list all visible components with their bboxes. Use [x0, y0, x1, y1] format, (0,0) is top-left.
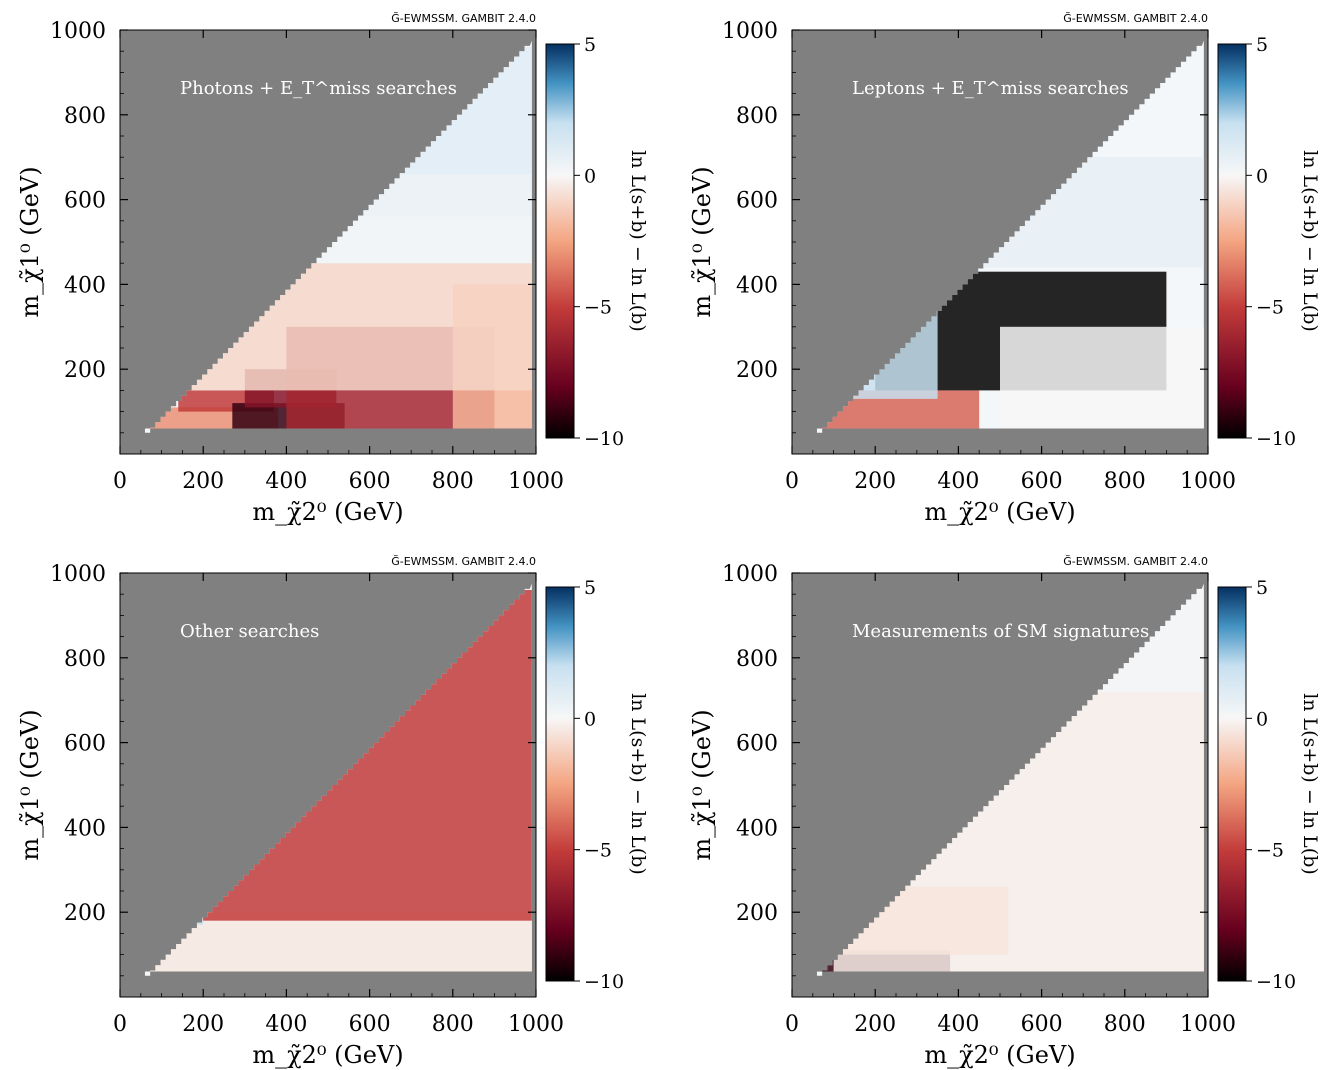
x-tick-label: 800	[432, 1012, 474, 1037]
colorbar	[545, 43, 575, 439]
plot-frame	[119, 572, 537, 998]
y-tick-label: 800	[736, 647, 778, 672]
x-tick-label: 1000	[508, 1012, 564, 1037]
y-tick-label: 600	[64, 732, 106, 757]
x-axis-title: m_χ̃2⁰ (GeV)	[252, 498, 403, 526]
colorbar-tick-label: −10	[1256, 428, 1296, 450]
x-tick-label: 600	[1021, 469, 1063, 494]
x-tick-label: 400	[937, 469, 979, 494]
y-tick-label: 200	[736, 901, 778, 926]
x-axis-title: m_χ̃2⁰ (GeV)	[924, 498, 1075, 526]
gambit-header: G̃-EWMSSM. GAMBIT 2.4.0	[391, 12, 536, 25]
x-tick-label: 200	[854, 1012, 896, 1037]
heatmap-cell-5	[1000, 326, 1204, 429]
panel-label: Photons + E_T^miss searches	[180, 78, 457, 99]
colorbar	[1217, 43, 1247, 439]
plot-frame	[791, 572, 1209, 998]
x-tick-label: 600	[349, 1012, 391, 1037]
colorbar-tick-label: −10	[1256, 971, 1296, 993]
gambit-header: G̃-EWMSSM. GAMBIT 2.4.0	[1063, 555, 1208, 568]
x-tick-label: 200	[854, 469, 896, 494]
x-tick-label: 800	[432, 469, 474, 494]
x-tick-label: 0	[113, 1012, 127, 1037]
colorbar	[1217, 586, 1247, 982]
y-tick-label: 400	[64, 816, 106, 841]
chart-panel-2: 0 200 400 600 800 1000 200 400 600 800 1000 Leptons…	[688, 12, 1321, 526]
x-tick-label: 1000	[1180, 1012, 1236, 1037]
y-tick-label: 600	[736, 189, 778, 214]
y-tick-label: 1000	[50, 562, 106, 587]
y-tick-label: 400	[736, 273, 778, 298]
colorbar-tick-label: 5	[1256, 577, 1268, 599]
y-tick-label: 600	[64, 189, 106, 214]
y-tick-label: 400	[736, 816, 778, 841]
colorbar-tick-label: −10	[584, 428, 624, 450]
y-axis-title: m_χ̃1⁰ (GeV)	[16, 166, 44, 317]
x-tick-label: 800	[1104, 1012, 1146, 1037]
y-tick-label: 800	[736, 104, 778, 129]
y-axis-title: m_χ̃1⁰ (GeV)	[688, 709, 716, 860]
x-tick-label: 0	[785, 469, 799, 494]
y-tick-label: 1000	[50, 19, 106, 44]
x-tick-label: 1000	[508, 469, 564, 494]
colorbar-tick-label: −5	[584, 297, 612, 319]
colorbar-tick-label: −5	[1256, 840, 1284, 862]
panel-label: Measurements of SM signatures	[852, 621, 1149, 642]
x-tick-label: 600	[349, 469, 391, 494]
x-tick-label: 400	[937, 1012, 979, 1037]
x-tick-label: 200	[182, 469, 224, 494]
panel-label: Other searches	[180, 621, 319, 642]
colorbar	[545, 586, 575, 982]
heatmap-cell-1	[144, 912, 532, 972]
gambit-header: G̃-EWMSSM. GAMBIT 2.4.0	[391, 555, 536, 568]
y-tick-label: 200	[64, 358, 106, 383]
x-tick-label: 0	[785, 1012, 799, 1037]
y-tick-label: 400	[64, 273, 106, 298]
colorbar-title: ln L(s+b) − ln L(b)	[627, 693, 649, 875]
colorbar-tick-label: 0	[584, 165, 596, 187]
y-tick-label: 600	[736, 732, 778, 757]
colorbar-title: ln L(s+b) − ln L(b)	[1299, 693, 1321, 875]
y-tick-label: 200	[64, 901, 106, 926]
x-axis-title: m_χ̃2⁰ (GeV)	[924, 1041, 1075, 1069]
plot-frame	[119, 29, 537, 455]
colorbar-title: ln L(s+b) − ln L(b)	[1299, 150, 1321, 332]
colorbar-tick-label: 0	[584, 708, 596, 730]
x-tick-label: 600	[1021, 1012, 1063, 1037]
chart-panel-1: 0 200 400 600 800 1000 200 400 600 800 1000 Photons…	[16, 12, 649, 526]
chart-panel-3: 0 200 400 600 800 1000 200 400 600 800 1000 Other s…	[16, 555, 649, 1069]
colorbar-tick-label: −5	[584, 840, 612, 862]
y-tick-label: 1000	[722, 19, 778, 44]
panel-label: Leptons + E_T^miss searches	[852, 78, 1129, 99]
colorbar-tick-label: 5	[584, 34, 596, 56]
x-tick-label: 1000	[1180, 469, 1236, 494]
x-tick-label: 400	[265, 1012, 307, 1037]
y-tick-label: 200	[736, 358, 778, 383]
colorbar-tick-label: 0	[1256, 708, 1268, 730]
x-tick-label: 400	[265, 469, 307, 494]
y-tick-label: 800	[64, 104, 106, 129]
chart-panel-4: 0 200 400 600 800 1000 200 400 600 800 1000 Measure…	[688, 555, 1321, 1069]
x-axis-title: m_χ̃2⁰ (GeV)	[252, 1041, 403, 1069]
gambit-header: G̃-EWMSSM. GAMBIT 2.4.0	[1063, 12, 1208, 25]
colorbar-tick-label: −10	[584, 971, 624, 993]
colorbar-title: ln L(s+b) − ln L(b)	[627, 150, 649, 332]
x-tick-label: 0	[113, 469, 127, 494]
plot-frame	[791, 29, 1209, 455]
y-axis-title: m_χ̃1⁰ (GeV)	[16, 709, 44, 860]
y-axis-title: m_χ̃1⁰ (GeV)	[688, 166, 716, 317]
colorbar-tick-label: 0	[1256, 165, 1268, 187]
y-tick-label: 1000	[722, 562, 778, 587]
x-tick-label: 800	[1104, 469, 1146, 494]
colorbar-tick-label: 5	[584, 577, 596, 599]
y-tick-label: 800	[64, 647, 106, 672]
colorbar-tick-label: −5	[1256, 297, 1284, 319]
colorbar-tick-label: 5	[1256, 34, 1268, 56]
x-tick-label: 200	[182, 1012, 224, 1037]
